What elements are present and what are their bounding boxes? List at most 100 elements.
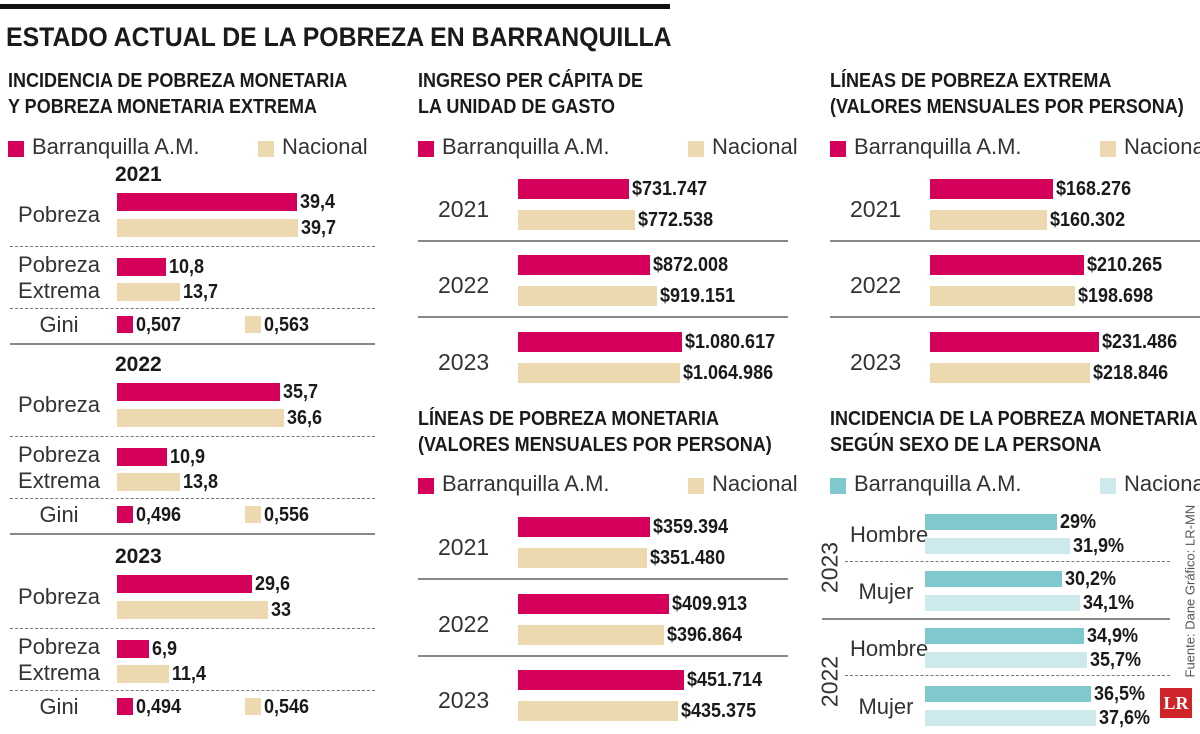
lr-logo: LR	[1160, 688, 1192, 718]
chart-title: (VALORES MENSUALES POR PERSONA)	[830, 96, 1184, 118]
legend-label: Nacional	[282, 134, 368, 159]
bar	[930, 363, 1090, 383]
row-label: Extrema	[18, 278, 100, 303]
bar	[117, 473, 181, 491]
legend-swatch	[418, 141, 434, 157]
bar	[518, 210, 636, 230]
row-label: Pobreza	[18, 202, 100, 227]
legend-label: Barranquilla A.M.	[442, 134, 610, 159]
chart-title: INGRESO PER CÁPITA DE	[418, 70, 644, 92]
legend-swatch	[830, 478, 846, 494]
value-label: $351.480	[650, 547, 726, 569]
value-label: $1.080.617	[685, 331, 776, 353]
legend-label: Barranquilla A.M.	[854, 471, 1022, 496]
bar	[925, 514, 1057, 530]
bar	[117, 219, 299, 237]
bar	[518, 363, 680, 383]
year-label: 2022	[850, 272, 902, 298]
value-label: 34,9%	[1086, 625, 1138, 647]
value-label: $919.151	[660, 285, 736, 307]
bar	[930, 255, 1084, 275]
bar	[245, 698, 261, 715]
legend-swatch	[1100, 141, 1116, 157]
value-label: 10,9	[169, 446, 205, 468]
bar	[518, 286, 658, 306]
legend-swatch	[418, 478, 434, 494]
year-label: 2022	[438, 611, 490, 637]
value-label: 29,6	[255, 573, 291, 595]
section-divider	[418, 655, 788, 657]
bar	[117, 283, 180, 301]
bar	[925, 652, 1088, 668]
year-label: 2023	[850, 349, 902, 375]
divider	[845, 675, 1170, 676]
chart-title: LA UNIDAD DE GASTO	[418, 96, 616, 118]
bar	[930, 179, 1053, 199]
legend-swatch	[688, 478, 704, 494]
bar	[930, 332, 1099, 352]
value-label: $731.747	[632, 178, 708, 200]
divider	[10, 436, 375, 437]
chart-title: LÍNEAS DE POBREZA MONETARIA	[418, 408, 720, 430]
chart-title: SEGÚN SEXO DE LA PERSONA	[830, 434, 1102, 456]
value-label: 13,8	[183, 471, 219, 493]
bar	[925, 710, 1097, 726]
row-label: Pobreza	[18, 252, 100, 277]
legend-label: Nacional	[1124, 471, 1200, 496]
bar	[117, 575, 253, 593]
value-label: $451.714	[687, 669, 763, 691]
bar	[117, 409, 285, 427]
value-label: 36,6	[287, 407, 323, 429]
gini-label: Gini	[39, 694, 79, 719]
year-label: 2021	[850, 196, 902, 222]
bar	[518, 255, 651, 275]
value-label: 0,507	[136, 313, 182, 336]
value-label: 36,5%	[1094, 683, 1146, 705]
legend-swatch	[8, 141, 24, 157]
value-label: 33	[270, 599, 291, 621]
bar	[925, 628, 1084, 644]
row-label: Pobreza	[18, 442, 100, 467]
legend-label: Barranquilla A.M.	[854, 134, 1022, 159]
value-label: $168.276	[1055, 178, 1131, 200]
bar	[117, 698, 133, 715]
value-label: 10,8	[169, 256, 205, 278]
value-label: 29%	[1060, 511, 1097, 533]
legend-label: Nacional	[712, 471, 798, 496]
row-label: Mujer	[858, 579, 914, 604]
bar	[518, 594, 669, 614]
legend-swatch	[258, 141, 274, 157]
divider	[10, 308, 375, 309]
bar	[925, 595, 1081, 611]
bar	[925, 571, 1063, 587]
chart-title: LÍNEAS DE POBREZA EXTREMA	[830, 70, 1112, 92]
bar	[117, 448, 167, 466]
bar	[518, 548, 648, 568]
row-label: Hombre	[850, 522, 929, 547]
bar	[117, 316, 133, 333]
legend-label: Nacional	[712, 134, 798, 159]
section-divider	[830, 240, 1200, 242]
top-rule	[0, 4, 670, 9]
value-label: $435.375	[680, 700, 757, 722]
bar	[117, 193, 297, 211]
value-label: $218.846	[1092, 362, 1168, 384]
bar	[518, 332, 682, 352]
section-divider	[830, 316, 1200, 318]
value-label: $210.265	[1086, 254, 1162, 276]
section-divider	[10, 343, 375, 345]
bar	[518, 179, 630, 199]
bar	[117, 383, 281, 401]
value-label: $409.913	[671, 593, 747, 615]
value-label: $198.698	[1078, 285, 1154, 307]
year-label: 2021	[115, 163, 162, 186]
value-label: $396.864	[666, 624, 742, 646]
row-label: Hombre	[850, 636, 929, 661]
divider	[10, 498, 375, 499]
chart-title: INCIDENCIA DE LA POBREZA MONETARIA	[830, 408, 1198, 430]
year-label: 2021	[438, 534, 490, 560]
year-label: 2023	[438, 687, 490, 713]
value-label: $231.486	[1102, 331, 1178, 353]
bar	[930, 210, 1048, 230]
value-label: 0,563	[264, 313, 310, 336]
